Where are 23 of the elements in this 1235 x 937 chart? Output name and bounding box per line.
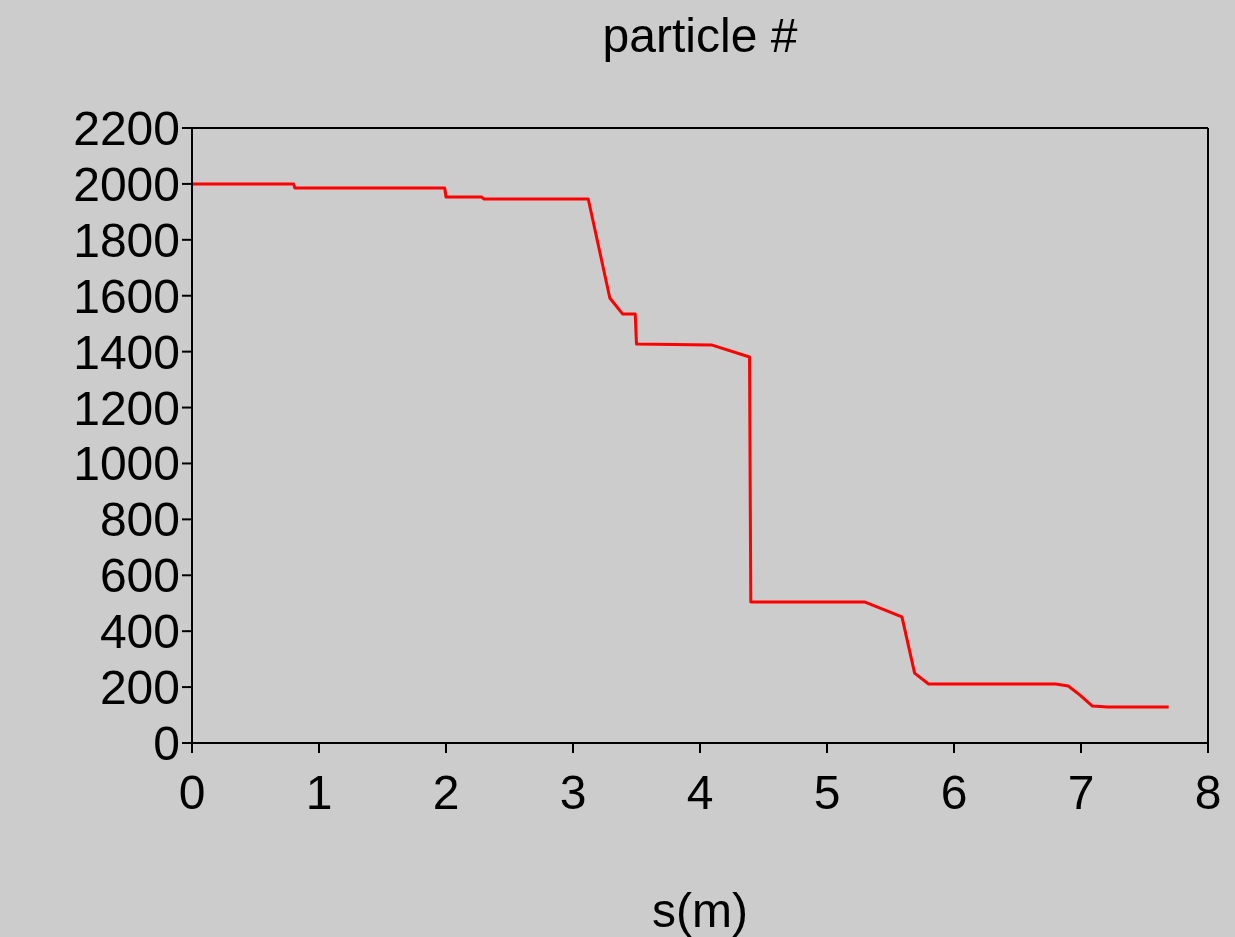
y-tick-label: 200 [99,661,180,715]
y-tick-label: 1800 [73,213,180,267]
y-tick-label: 2000 [73,157,180,211]
y-tick-label: 400 [99,605,180,659]
x-tick-label: 3 [559,766,587,820]
chart-title: particle # [601,8,799,64]
y-tick-label: 800 [99,493,180,547]
line-series [192,182,1171,709]
x-tick-label: 1 [305,766,333,820]
y-tick-label: 1400 [73,325,180,379]
x-tick-label: 2 [432,766,460,820]
y-tick-label: 1200 [73,381,180,435]
y-tick-label: 1000 [73,437,180,491]
x-tick-label: 7 [1067,766,1095,820]
x-axis-title: s(m) [652,884,748,937]
x-tick-label: 4 [686,766,714,820]
y-tick-label: 600 [99,549,180,603]
x-tick-label: 8 [1194,766,1222,820]
x-tick-label: 5 [813,766,841,820]
y-tick-label: 0 [153,717,180,771]
y-tick-label: 1600 [73,269,180,323]
y-tick-label: 2200 [73,102,180,156]
x-tick-label: 6 [940,766,968,820]
